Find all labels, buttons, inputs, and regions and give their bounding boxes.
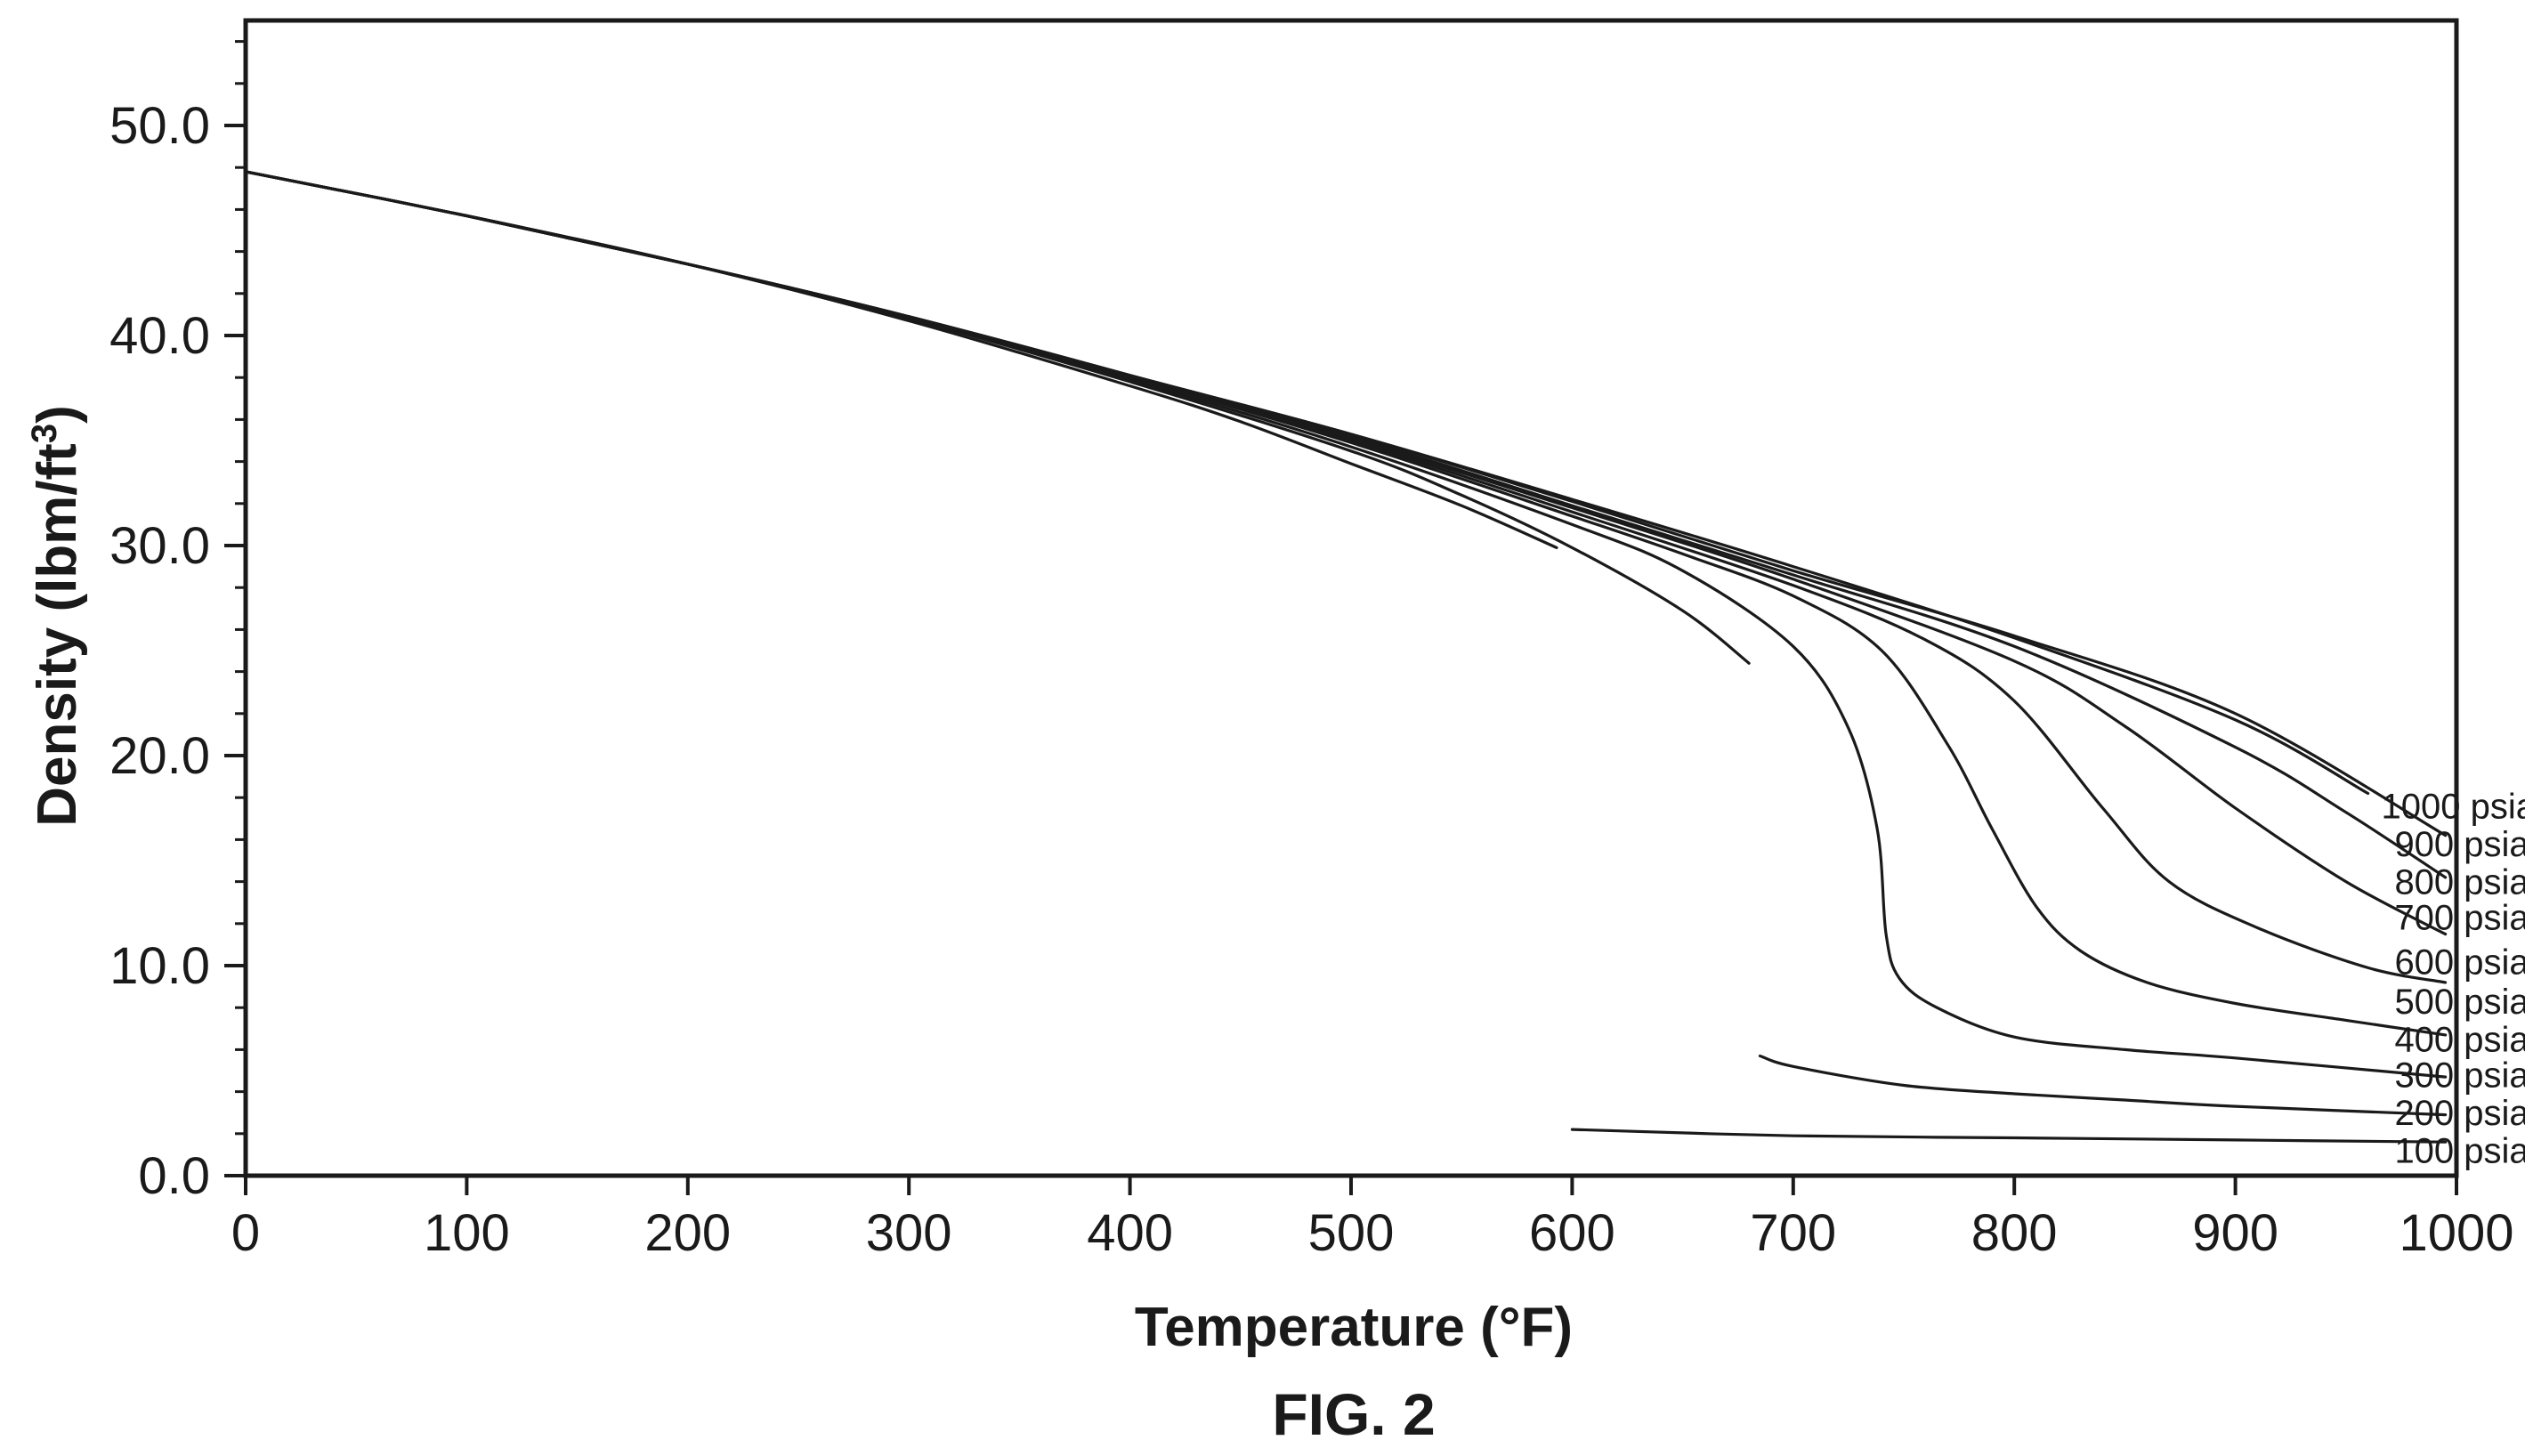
series-line-300-psia	[244, 170, 1751, 665]
curve-label: 1000 psia	[2382, 788, 2525, 827]
series-line-700-psia	[244, 170, 2448, 936]
x-axis-title: Temperature (°F)	[1135, 1297, 1573, 1358]
x-tick-label: 400	[1087, 1204, 1173, 1262]
x-tick-label: 1000	[2399, 1204, 2513, 1262]
ticks-layer: 0 100 200 300 400 500 600 700 800 900 1000 0.0 10.0 2…	[109, 40, 2514, 1262]
x-tick-label: 100	[424, 1204, 510, 1262]
series-line-400-psia	[244, 170, 2448, 1079]
y-tick-label: 10.0	[109, 937, 210, 995]
series-line-800-psia	[244, 170, 2448, 879]
y-axis-title-tail: )	[27, 405, 88, 424]
x-tick-label: 600	[1529, 1204, 1615, 1262]
y-axis-title-main: Density (lbm/ft	[27, 443, 88, 827]
series-line-500-psia	[244, 170, 2448, 1037]
curve-label: 500 psia	[2394, 983, 2525, 1022]
series-line-900-psia	[244, 170, 2448, 837]
series-line-200-psia-segment-1	[244, 170, 1558, 549]
x-tick-label: 800	[1971, 1204, 2058, 1262]
series-line-1000-psia	[244, 170, 2370, 796]
x-tick-label: 300	[866, 1204, 952, 1262]
curve-label: 700 psia	[2394, 899, 2525, 938]
plot-frame	[243, 18, 2459, 1178]
curve-label: 800 psia	[2394, 863, 2525, 902]
curve-label: 400 psia	[2394, 1021, 2525, 1060]
curve-label: 100 psia	[2394, 1132, 2525, 1171]
y-tick-label: 50.0	[109, 97, 210, 155]
x-tick-label: 700	[1750, 1204, 1836, 1262]
curve-label: 300 psia	[2394, 1056, 2525, 1096]
series-line-200-psia-segment-2	[1758, 1054, 2448, 1117]
series-layer	[244, 170, 2448, 1144]
x-tick-label: 0	[231, 1204, 260, 1262]
curve-label: 200 psia	[2394, 1094, 2525, 1133]
y-axis-title-superscript: 3	[25, 424, 64, 443]
series-line-100-psia	[1570, 1128, 2448, 1144]
x-tick-label: 500	[1308, 1204, 1395, 1262]
y-tick-label: 0.0	[138, 1147, 210, 1205]
series-line-600-psia	[244, 170, 2448, 984]
figure-caption: FIG. 2	[1272, 1381, 1435, 1447]
curve-label: 600 psia	[2394, 942, 2525, 982]
y-tick-label: 20.0	[109, 727, 210, 785]
y-tick-label: 30.0	[109, 517, 210, 575]
y-tick-label: 40.0	[109, 307, 210, 365]
x-tick-label: 900	[2192, 1204, 2278, 1262]
x-tick-label: 200	[644, 1204, 731, 1262]
curve-label: 900 psia	[2394, 825, 2525, 864]
y-axis-title: Density (lbm/ft3)	[25, 405, 88, 827]
